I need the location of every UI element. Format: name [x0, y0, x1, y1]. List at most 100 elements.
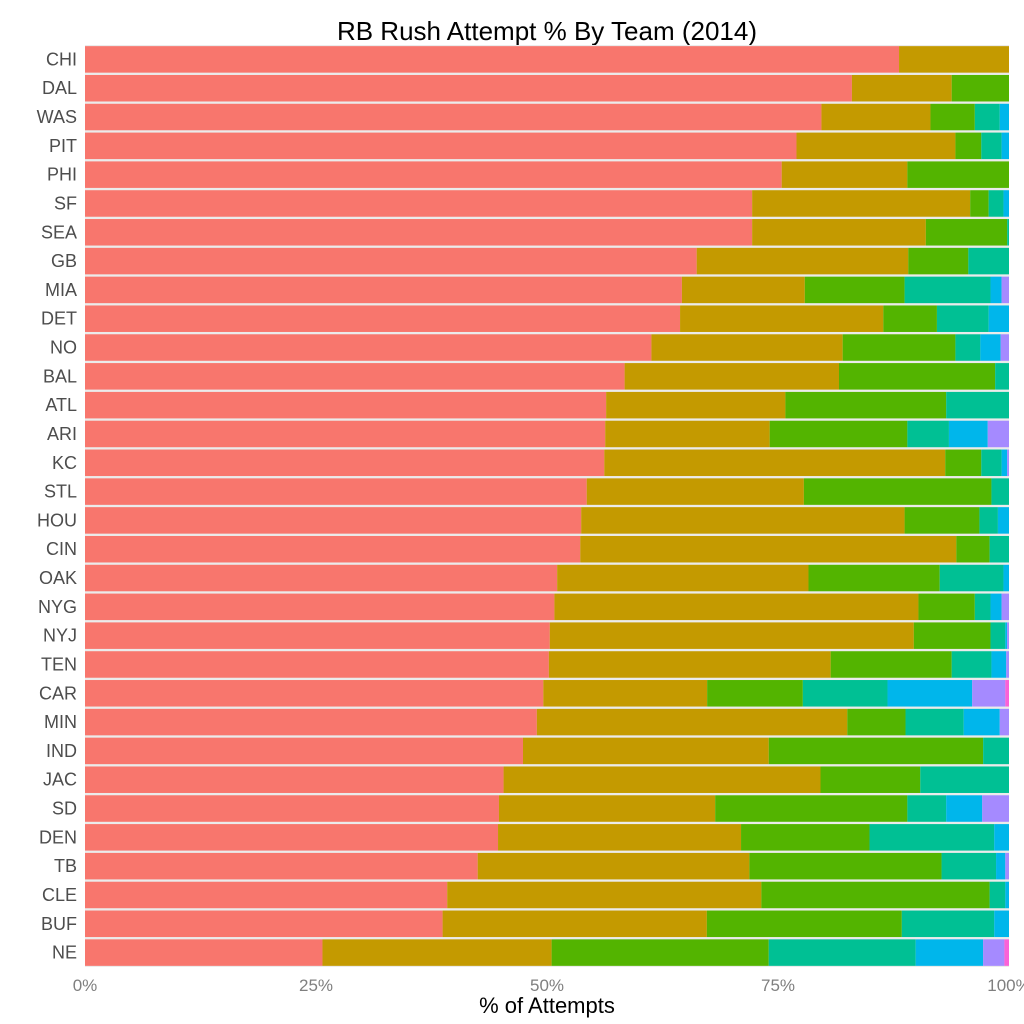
x-tick-label: 0% — [73, 976, 98, 995]
bar-segment-sf-4 — [988, 190, 1004, 217]
bar-segment-stl-2 — [586, 478, 804, 505]
bar-segment-kc-2 — [604, 449, 946, 477]
x-tick-label: 75% — [761, 976, 795, 995]
bar-segment-ten-1 — [85, 651, 549, 678]
bar-segment-cle-1 — [85, 881, 448, 909]
bar-segment-jac-1 — [85, 766, 504, 793]
bar-segment-nyj-1 — [85, 622, 550, 649]
y-label-sf: SF — [54, 193, 77, 213]
y-label-ari: ARI — [47, 424, 77, 444]
bar-segment-nyj-3 — [913, 622, 991, 649]
bar-segment-kc-6 — [1007, 449, 1009, 477]
bar-segment-was-4 — [974, 103, 1000, 131]
bar-segment-hou-5 — [997, 507, 1009, 534]
bar-segment-mia-6 — [1001, 276, 1009, 304]
bar-segment-buf-2 — [442, 910, 707, 938]
bar-segment-ind-4 — [983, 737, 1009, 765]
y-label-min: MIN — [44, 712, 77, 732]
bar-segment-dal-2 — [851, 74, 952, 102]
bar-segment-gb-1 — [85, 247, 697, 275]
bar-segment-ten-4 — [951, 651, 992, 678]
y-label-stl: STL — [44, 482, 77, 502]
bar-segment-nyj-2 — [549, 622, 914, 649]
y-label-sea: SEA — [41, 222, 77, 242]
bar-segment-ari-1 — [85, 420, 606, 448]
bar-segment-ari-5 — [948, 420, 988, 448]
y-label-bal: BAL — [43, 366, 77, 386]
bar-segment-phi-2 — [781, 161, 908, 188]
bar-segment-min-2 — [536, 708, 848, 736]
bar-segment-atl-1 — [85, 391, 607, 419]
bar-segment-min-1 — [85, 708, 537, 736]
y-label-atl: ATL — [45, 395, 77, 415]
bar-segment-sd-2 — [498, 795, 716, 822]
bar-segment-hou-1 — [85, 507, 582, 534]
bar-segment-ind-1 — [85, 737, 523, 765]
bar-segment-car-4 — [802, 680, 888, 707]
bar-segment-stl-4 — [991, 478, 1009, 505]
bar-segment-nyg-4 — [974, 593, 991, 621]
bar-segment-oak-5 — [1003, 564, 1009, 592]
bar-segment-sd-1 — [85, 795, 499, 822]
bar-segment-no-6 — [1000, 334, 1009, 361]
bar-segment-pit-5 — [1001, 132, 1009, 160]
bar-segment-nyg-3 — [918, 593, 975, 621]
bar-segment-ten-5 — [991, 651, 1007, 678]
bar-segment-det-3 — [883, 305, 937, 332]
bar-segment-ne-6 — [983, 939, 1005, 966]
bar-segment-pit-3 — [955, 132, 982, 160]
y-label-jac: JAC — [43, 770, 77, 790]
bar-segment-jac-4 — [920, 766, 1009, 793]
bar-segment-kc-4 — [981, 449, 1002, 477]
bar-segment-mia-3 — [804, 276, 905, 304]
bar-segment-kc-3 — [945, 449, 982, 477]
bar-segment-det-4 — [936, 305, 989, 332]
x-tick-label: 25% — [299, 976, 333, 995]
bar-segment-was-5 — [999, 103, 1009, 131]
bar-segment-was-2 — [821, 103, 931, 131]
bar-segment-buf-4 — [901, 910, 995, 938]
bar-segment-car-5 — [887, 680, 973, 707]
bar-segment-oak-4 — [939, 564, 1004, 592]
bar-segment-atl-2 — [606, 391, 786, 419]
bar-segment-sd-3 — [715, 795, 908, 822]
bar-segment-gb-2 — [696, 247, 909, 275]
bar-segment-ind-3 — [768, 737, 984, 765]
bar-segment-nyg-2 — [554, 593, 919, 621]
bar-segment-atl-3 — [785, 391, 947, 419]
bar-segment-sd-4 — [907, 795, 947, 822]
bar-segment-ne-3 — [551, 939, 769, 966]
y-label-buf: BUF — [41, 914, 77, 934]
bar-segment-cin-3 — [956, 535, 990, 563]
bar-segment-atl-4 — [946, 391, 1009, 419]
y-label-ne: NE — [52, 943, 77, 963]
bar-segment-no-4 — [955, 334, 981, 361]
bar-segment-was-1 — [85, 103, 822, 131]
bar-segment-jac-3 — [820, 766, 921, 793]
bar-segment-nyg-6 — [1001, 593, 1009, 621]
bar-segment-hou-4 — [979, 507, 998, 534]
bar-segment-kc-1 — [85, 449, 605, 477]
bar-segment-hou-2 — [581, 507, 905, 534]
bar-segment-sea-2 — [752, 219, 926, 246]
bar-segment-den-4 — [869, 824, 995, 851]
y-label-mia: MIA — [45, 280, 77, 300]
bar-segment-mia-1 — [85, 276, 682, 304]
bar-segment-ind-2 — [522, 737, 769, 765]
bar-segment-tb-4 — [941, 852, 997, 880]
bar-segment-buf-5 — [994, 910, 1009, 938]
x-tick-label: 50% — [530, 976, 564, 995]
bar-segment-mia-5 — [990, 276, 1002, 304]
y-label-kc: KC — [52, 453, 77, 473]
y-label-det: DET — [41, 309, 77, 329]
y-label-car: CAR — [39, 683, 77, 703]
y-label-gb: GB — [51, 251, 77, 271]
bar-segment-det-5 — [988, 305, 1009, 332]
x-axis-ticks: 0% 25% 50% 75% 100% — [73, 976, 1024, 995]
bar-segment-sea-1 — [85, 219, 753, 246]
bar-segment-jac-2 — [503, 766, 821, 793]
bar-segment-ne-7 — [1004, 939, 1009, 966]
bar-segment-bal-2 — [624, 363, 839, 390]
bar-segment-car-2 — [543, 680, 708, 707]
